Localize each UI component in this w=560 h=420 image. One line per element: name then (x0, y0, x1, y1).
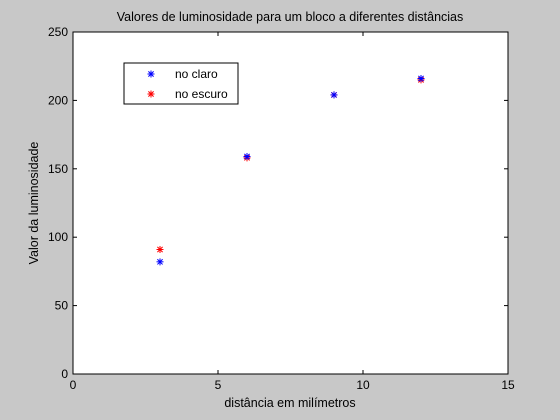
data-point (156, 246, 164, 254)
legend-label: no escuro (175, 87, 228, 101)
legend-box (123, 62, 239, 105)
x-tick-label: 0 (70, 378, 77, 392)
y-axis-label: Valor da luminosidade (27, 142, 41, 265)
data-point (243, 152, 251, 160)
data-points (156, 75, 425, 266)
x-tick-label: 5 (215, 378, 222, 392)
y-tick-label: 100 (48, 230, 68, 244)
chart-title: Valores de luminosidade para um bloco a … (117, 10, 464, 24)
y-tick-label: 250 (48, 25, 68, 39)
x-tick-label: 10 (356, 378, 370, 392)
data-point (330, 91, 338, 99)
legend-marker (147, 90, 155, 98)
x-tick-label: 15 (501, 378, 515, 392)
data-point (417, 75, 425, 83)
y-tick-label: 50 (55, 299, 69, 313)
y-tick-label: 200 (48, 93, 68, 107)
legend: no claro no escuro (123, 62, 239, 105)
y-tick-label: 0 (61, 367, 68, 381)
legend-label: no claro (175, 67, 218, 81)
x-axis-label: distância em milímetros (224, 396, 355, 410)
data-point (156, 258, 164, 266)
y-tick-label: 150 (48, 162, 68, 176)
legend-marker (147, 70, 155, 78)
